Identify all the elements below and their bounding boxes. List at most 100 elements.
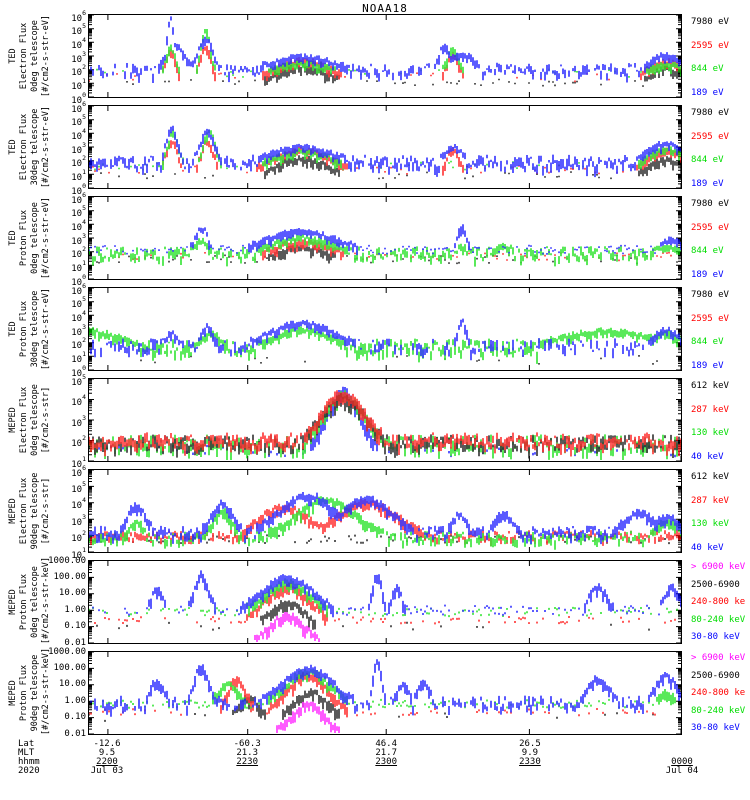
y-tick-label: 103: [71, 140, 86, 156]
y-tick-label: 103: [71, 512, 86, 528]
axis-value: Jul 03: [90, 766, 124, 776]
y-tick-label: 0.01: [64, 637, 86, 648]
panel-ylabel-line: [#/cm2-s-str-eV]: [41, 288, 51, 370]
y-tick-label: 1.00: [64, 695, 86, 706]
legend-label: 189 eV: [691, 269, 724, 280]
legend-label: 80-240 keV: [691, 614, 746, 625]
legend-label: 30-80 keV: [691, 723, 740, 733]
y-tick-label: 105: [71, 204, 86, 220]
y-tick-label: 103: [71, 322, 86, 338]
y-tick-label: 106: [71, 190, 86, 206]
panel-ylabel-line: 30deg telescope: [30, 108, 40, 186]
panel-ylabel-line: [#/cm2-s-str]: [41, 386, 51, 454]
series-meped-proton-90deg-3: [90, 659, 682, 717]
legend-label: 240-800 ke: [691, 597, 746, 607]
legend-label: 287 keV: [691, 495, 729, 506]
series-meped-proton-90deg-2: [92, 668, 676, 709]
panel-ted-electron-0deg: [88, 14, 682, 98]
y-tick-exponent: 4: [82, 393, 86, 401]
axis-row-label-mlt: MLT: [18, 748, 35, 758]
y-tick-label: 105: [71, 295, 86, 311]
y-tick-label: 1000.00: [48, 555, 86, 566]
series-ted-proton-0deg-2: [88, 234, 682, 267]
y-tick-label: 104: [71, 217, 86, 233]
y-tick-label: 102: [71, 529, 86, 545]
y-tick-label: 104: [71, 393, 86, 408]
y-tick-label: 0.01: [64, 728, 86, 739]
series-ted-proton-30deg-1: [88, 326, 682, 364]
series-meped-proton-0deg-0: [96, 600, 650, 631]
y-tick-exponent: 6: [82, 190, 86, 199]
y-tick-label: 106: [71, 281, 86, 297]
panel-ylabel-line: MEPED: [8, 407, 18, 433]
y-tick-exponent: 6: [82, 463, 86, 472]
y-tick-exponent: 3: [82, 140, 86, 149]
y-tick-label: 100.00: [53, 662, 86, 673]
y-tick-exponent: 6: [82, 99, 86, 108]
legend-label: 2595 eV: [691, 313, 729, 324]
panel-canvas-ted-proton-30deg: [88, 287, 682, 371]
axis-ticks: [89, 196, 682, 280]
axis-value: 26.5: [519, 739, 541, 749]
y-tick-label: 104: [71, 126, 86, 142]
legend-label: 7980 eV: [691, 290, 729, 300]
y-tick-exponent: 1: [82, 258, 86, 267]
panel-ylabel-line: 0deg telescope: [30, 202, 40, 274]
panel-ylabel-line: MEPED: [8, 589, 18, 615]
axis-ticks: [89, 651, 682, 735]
legend-label: > 6900 keV: [691, 562, 746, 572]
legend-label: 612 keV: [691, 381, 729, 391]
legend-label: 844 eV: [691, 64, 724, 74]
legend-label: 844 eV: [691, 246, 724, 256]
axis-value: 2230: [236, 757, 259, 767]
panel-meped-proton-90deg: [88, 651, 682, 735]
series-meped-proton-0deg-4: [254, 612, 320, 642]
axis-value: 21.3: [236, 748, 259, 758]
panel-ylabel-line: [#/cm2-s-str-eV]: [41, 15, 51, 97]
panel-ylabel-line: TED: [8, 48, 18, 64]
y-tick-label: 1000.00: [48, 646, 86, 657]
legend-label: 40 keV: [691, 451, 724, 462]
y-tick-label: 105: [71, 22, 86, 38]
y-tick-exponent: 5: [82, 295, 86, 304]
series-meped-proton-90deg-4: [276, 701, 340, 733]
panel-ted-electron-30deg: [88, 105, 682, 189]
axis-ticks: [89, 14, 682, 98]
legend-label: 189 eV: [691, 360, 724, 371]
panel-ylabel-line: Electron Flux: [19, 386, 29, 454]
y-tick-label: 105: [71, 113, 86, 129]
panel-canvas-meped-proton-90deg: [88, 651, 682, 735]
series-meped-proton-0deg-3: [92, 570, 682, 618]
y-tick-label: 10.00: [58, 679, 86, 690]
axis-row-label-2020: 2020: [18, 766, 40, 776]
y-tick-exponent: 2: [82, 154, 86, 163]
series-ted-proton-0deg-3: [88, 224, 682, 256]
y-tick-label: 10.00: [58, 588, 86, 599]
legend-label: 189 eV: [691, 178, 724, 189]
y-tick-label: 104: [71, 496, 86, 512]
y-tick-label: 0.10: [64, 621, 86, 632]
y-tick-exponent: 3: [82, 512, 86, 521]
y-tick-label: 105: [71, 372, 86, 388]
panel-ylabel-line: TED: [8, 139, 18, 155]
legend-label: 240-800 ke: [691, 688, 746, 698]
plot-title: NOAA18: [362, 2, 408, 15]
y-tick-label: 101: [71, 76, 86, 92]
y-tick-label: 101: [71, 349, 86, 365]
axis-ticks: [89, 105, 682, 189]
panel-canvas-meped-electron-90deg: [88, 469, 682, 553]
panel-ylabel-line: TED: [8, 230, 18, 246]
y-tick-exponent: 1: [82, 167, 86, 176]
y-tick-label: 1.00: [64, 604, 86, 615]
panel-ylabel-line: 90deg telescope: [30, 472, 40, 550]
axis-value: 21.7: [375, 748, 398, 758]
y-tick-exponent: 1: [82, 454, 86, 463]
y-tick-label: 102: [71, 434, 86, 449]
panel-ylabel-line: Proton Flux: [19, 573, 29, 631]
y-tick-exponent: 0: [82, 181, 86, 190]
legend-label: 844 eV: [691, 337, 724, 347]
panel-ylabel-line: Proton Flux: [19, 664, 29, 722]
y-tick-label: 103: [71, 49, 86, 65]
series-meped-electron-0deg-3: [88, 390, 682, 457]
